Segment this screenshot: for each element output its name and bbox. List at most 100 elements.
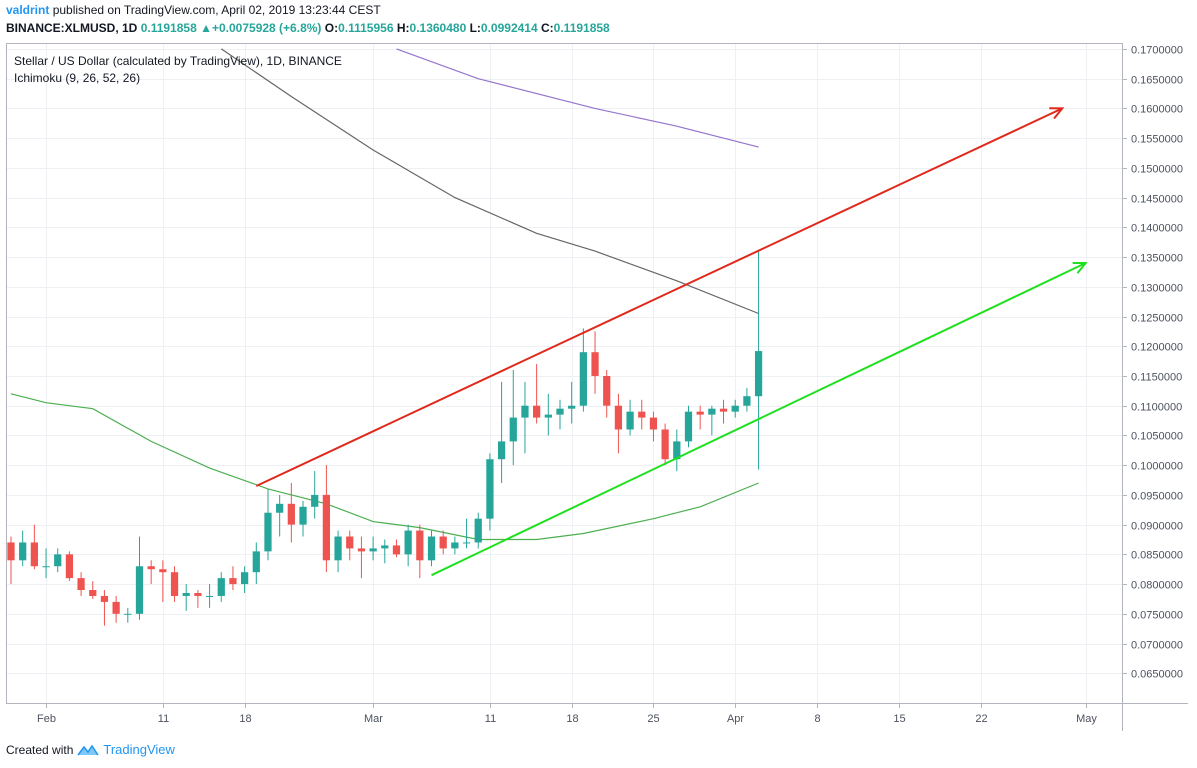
price-tick-label: 0.0650000 <box>1131 669 1183 681</box>
candle-up <box>754 250 763 470</box>
candle-down <box>229 566 237 591</box>
candle-body <box>638 411 646 418</box>
candle-body <box>381 545 389 549</box>
arrow-head-icon <box>1049 107 1065 120</box>
candle-down <box>65 551 74 582</box>
candle-down <box>30 524 38 570</box>
publish-line: valdrint published on TradingView.com, A… <box>6 3 381 17</box>
price-tick-label: 0.0850000 <box>1131 550 1183 562</box>
last-price: 0.1191858 <box>140 21 197 35</box>
candle-body <box>30 542 38 567</box>
price-tick-label: 0.1600000 <box>1131 104 1183 116</box>
candle-body <box>264 512 272 552</box>
time-tick-label: Apr <box>727 713 744 725</box>
candle-body <box>462 542 471 544</box>
candle-down <box>194 590 202 608</box>
price-tick-label: 0.1150000 <box>1131 372 1182 384</box>
candle-body <box>7 542 15 561</box>
candle-body <box>252 551 260 573</box>
price-tick-label: 0.1100000 <box>1131 402 1182 414</box>
time-tick-label: 25 <box>647 713 659 725</box>
open-label: O: <box>324 21 339 35</box>
candle-body <box>743 396 751 406</box>
price-tick-label: 0.0750000 <box>1131 610 1183 622</box>
candle-body <box>159 569 167 573</box>
candle-body <box>194 593 202 596</box>
candle-body <box>544 414 552 418</box>
candle-body <box>696 411 704 415</box>
candle-up <box>381 539 389 564</box>
candle-down <box>287 483 295 543</box>
time-tick-label: 15 <box>893 713 905 725</box>
candle-body <box>568 405 576 409</box>
candle-body <box>276 503 284 513</box>
trend-drawings[interactable] <box>255 107 1088 577</box>
open-value: 0.1115956 <box>338 21 394 35</box>
candle-up <box>205 584 214 608</box>
candle-body <box>451 542 459 549</box>
time-tick-label: Feb <box>37 713 56 725</box>
candle-up <box>521 381 529 454</box>
candle-body <box>661 429 669 460</box>
candle-down <box>696 405 704 430</box>
candle-up <box>556 399 564 430</box>
candle-body <box>135 566 144 614</box>
grid-lines <box>6 43 1122 703</box>
candle-body <box>731 405 739 412</box>
price-change: +0.0075928 (+6.8%) <box>211 21 322 35</box>
candle-down <box>638 399 646 430</box>
author-name[interactable]: valdrint <box>6 3 50 17</box>
price-tick-label: 0.0700000 <box>1131 640 1183 652</box>
candle-up <box>743 387 751 412</box>
candle-down <box>159 560 167 602</box>
price-chart[interactable]: 0.0650000 0.0700000 0.0750000 0.0800000 0.08… <box>6 43 1188 731</box>
candle-down <box>346 530 354 561</box>
candle-body <box>673 441 681 460</box>
candle-body <box>65 554 74 579</box>
candle-body <box>579 352 587 406</box>
candle-up <box>19 530 27 567</box>
arrow-head-icon <box>1072 261 1088 274</box>
symbol-label: BINANCE:XLMUSD, 1D <box>6 21 138 35</box>
chart-background <box>6 43 1188 731</box>
candle-body <box>556 408 564 415</box>
price-tick-label: 0.1200000 <box>1131 342 1183 354</box>
candle-up <box>240 566 249 593</box>
candle-up <box>509 370 517 466</box>
candle-down <box>170 566 179 602</box>
candle-down <box>89 581 97 599</box>
candle-body <box>427 536 436 561</box>
candle-up <box>311 471 319 519</box>
candle-up <box>404 524 412 567</box>
candle-down <box>357 536 366 579</box>
candle-up <box>451 536 459 555</box>
time-tick-label: 22 <box>975 713 987 725</box>
up-triangle-icon: ▲ <box>200 21 212 35</box>
candle-down <box>719 399 728 424</box>
time-axis[interactable]: Feb 11 18 Mar 11 18 25 Apr 8 15 22 May <box>37 703 1097 725</box>
candle-body <box>112 601 120 614</box>
price-tick-label: 0.0900000 <box>1131 521 1183 533</box>
candle-body <box>416 530 424 561</box>
tradingview-brand[interactable]: TradingView <box>103 742 175 757</box>
candle-body <box>439 536 447 549</box>
candle-body <box>684 411 693 442</box>
price-tick-label: 0.1250000 <box>1131 313 1183 325</box>
green-trend-arrow[interactable] <box>431 261 1088 577</box>
candle-up <box>708 405 716 436</box>
red-trend-arrow[interactable] <box>255 107 1065 487</box>
candle-up <box>217 572 225 602</box>
time-tick-label: 18 <box>239 713 251 725</box>
chart-frame[interactable]: 0.0650000 0.0700000 0.0750000 0.0800000 0.08… <box>6 43 1188 731</box>
candle-up <box>135 536 144 620</box>
candle-body <box>182 593 190 596</box>
candle-body <box>474 518 482 543</box>
price-axis[interactable]: 0.0650000 0.0700000 0.0750000 0.0800000 0.08… <box>1122 45 1183 681</box>
low-label: L: <box>469 21 481 35</box>
candle-body <box>205 595 214 597</box>
candle-body <box>77 578 85 591</box>
candle-body <box>124 613 132 615</box>
candle-up <box>486 453 494 531</box>
candle-down <box>614 393 623 454</box>
chart-title: Stellar / US Dollar (calculated by Tradi… <box>14 54 342 68</box>
